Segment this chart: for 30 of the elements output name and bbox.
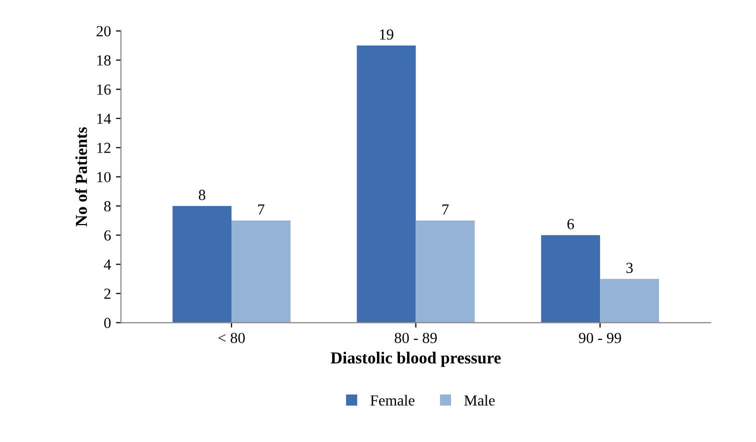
y-tick-label: 10 bbox=[97, 172, 111, 182]
y-tick-label: 18 bbox=[97, 55, 111, 66]
legend-label: Male bbox=[464, 394, 495, 406]
y-tick-label: 2 bbox=[104, 288, 110, 299]
legend-label: Female bbox=[370, 394, 414, 406]
y-axis-title: No of Patients bbox=[75, 127, 88, 226]
data-label: 7 bbox=[258, 204, 264, 215]
data-label: 6 bbox=[567, 218, 574, 230]
x-tick-label: 80 - 89 bbox=[394, 332, 437, 344]
data-label: 19 bbox=[380, 29, 394, 40]
y-tick-label: 14 bbox=[97, 114, 111, 124]
bar bbox=[172, 206, 232, 323]
y-tick-label: 12 bbox=[97, 142, 110, 153]
x-axis-title: Diastolic blood pressure bbox=[330, 352, 501, 367]
x-tick-label: 90 - 99 bbox=[578, 332, 622, 344]
data-label: 8 bbox=[198, 190, 206, 200]
x-tick-label: < 80 bbox=[218, 332, 245, 344]
y-tick-label: 4 bbox=[104, 260, 111, 270]
y-tick-label: 0 bbox=[104, 318, 111, 328]
data-label: 7 bbox=[442, 204, 449, 215]
y-tick-label: 16 bbox=[97, 84, 111, 95]
data-label: 3 bbox=[626, 262, 633, 274]
bar bbox=[541, 235, 600, 323]
bar bbox=[232, 220, 290, 323]
y-tick-label: 20 bbox=[96, 26, 111, 36]
y-tick-label: 6 bbox=[104, 230, 111, 241]
bar bbox=[600, 278, 660, 323]
bar bbox=[416, 220, 475, 323]
bar bbox=[356, 46, 416, 323]
y-tick-label: 8 bbox=[104, 201, 111, 212]
